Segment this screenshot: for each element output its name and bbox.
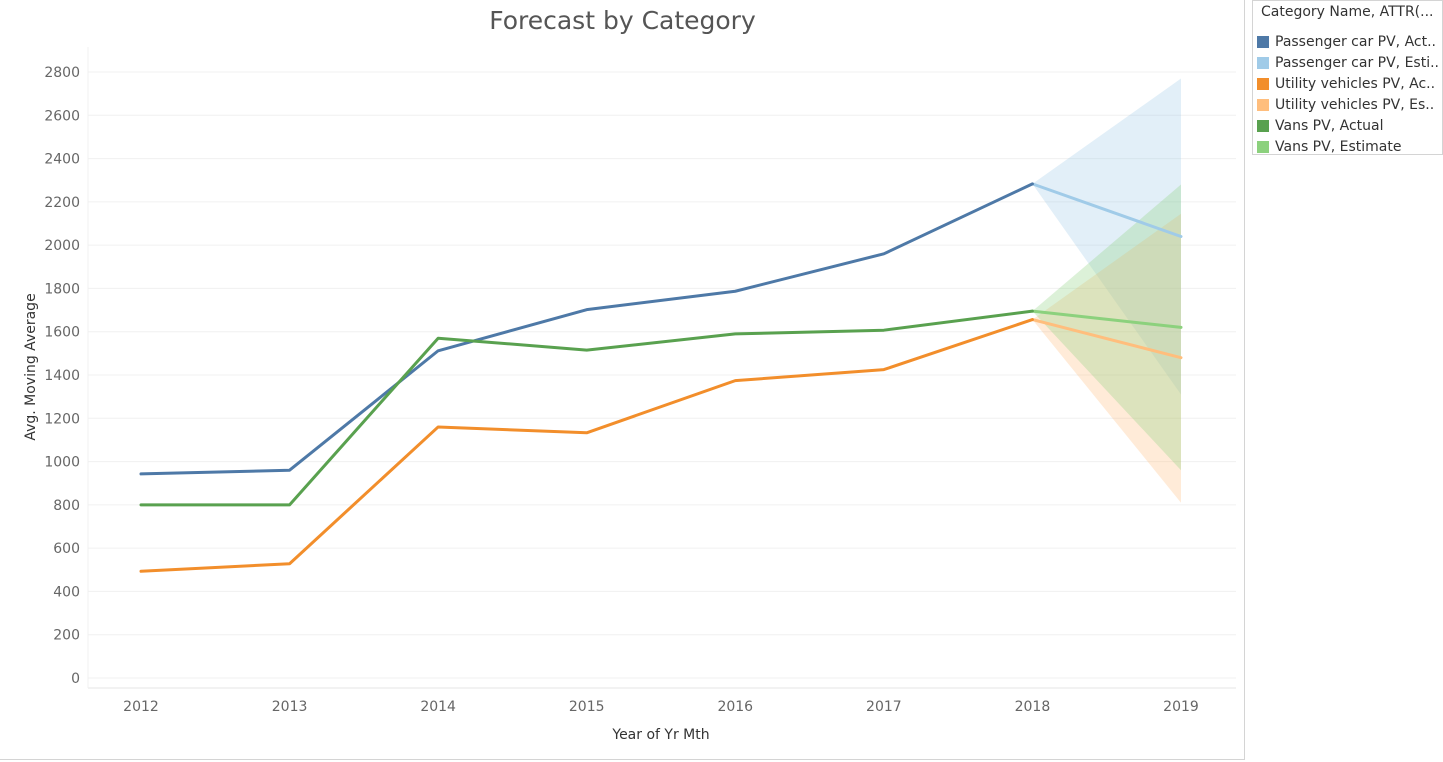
legend-swatch	[1257, 119, 1269, 132]
legend-label: Vans PV, Estimate	[1275, 138, 1402, 155]
series-line	[1030, 318, 1183, 360]
series-line	[1030, 182, 1183, 238]
legend-items: Passenger car PV, Act.. Passenger car PV,…	[1257, 31, 1440, 157]
forecast-band	[1032, 78, 1181, 395]
y-tick-label: 1000	[44, 455, 80, 471]
y-tick-label: 600	[53, 541, 80, 557]
legend-item[interactable]: Vans PV, Actual	[1257, 115, 1440, 136]
x-tick-label: 2016	[717, 699, 753, 715]
legend-title: Category Name, ATTR(...	[1261, 4, 1434, 20]
legend-swatch	[1257, 56, 1269, 69]
x-tick-label: 2017	[866, 699, 902, 715]
y-axis-ticks: 0 200 400 600 800 1000 1200 1400 1600 1800 2000 220…	[44, 65, 80, 687]
y-axis-title: Avg. Moving Average	[23, 293, 39, 440]
legend-label: Passenger car PV, Esti..	[1275, 54, 1439, 71]
y-tick-label: 2400	[44, 152, 80, 168]
line-chart: 0 200 400 600 800 1000 1200 1400 1600 1800 2000 220…	[23, 47, 1236, 743]
legend-item[interactable]: Utility vehicles PV, Es..	[1257, 94, 1440, 115]
forecast-band	[1032, 213, 1181, 503]
legend-label: Passenger car PV, Act..	[1275, 33, 1436, 50]
series-line	[139, 318, 1034, 573]
x-tick-label: 2015	[569, 699, 605, 715]
y-tick-label: 2200	[44, 195, 80, 211]
grid-lines	[87, 47, 1236, 689]
x-axis-title: Year of Yr Mth	[611, 727, 709, 743]
y-tick-label: 1600	[44, 325, 80, 341]
legend-swatch	[1257, 35, 1269, 48]
legend-item[interactable]: Vans PV, Estimate	[1257, 136, 1440, 157]
x-axis-ticks: 2012 2013 2014 2015 2016 2017 2018 2019	[123, 699, 1199, 715]
x-tick-label: 2014	[420, 699, 456, 715]
legend-swatch	[1257, 98, 1269, 111]
legend-item[interactable]: Utility vehicles PV, Ac..	[1257, 73, 1440, 94]
x-tick-label: 2013	[272, 699, 308, 715]
legend-label: Utility vehicles PV, Ac..	[1275, 75, 1436, 92]
legend-item[interactable]: Passenger car PV, Esti..	[1257, 52, 1440, 73]
legend-swatch	[1257, 140, 1269, 153]
y-tick-label: 1200	[44, 411, 80, 427]
series-line	[139, 309, 1034, 507]
series-lines	[139, 182, 1183, 573]
series-line	[1030, 309, 1183, 329]
legend[interactable]: Category Name, ATTR(... Passenger car PV…	[1252, 0, 1443, 155]
y-tick-label: 1400	[44, 368, 80, 384]
legend-swatch	[1257, 77, 1269, 90]
y-tick-label: 200	[53, 628, 80, 644]
legend-label: Vans PV, Actual	[1275, 117, 1384, 134]
legend-item[interactable]: Passenger car PV, Act..	[1257, 31, 1440, 52]
forecast-band	[1032, 184, 1181, 471]
legend-label: Utility vehicles PV, Es..	[1275, 96, 1435, 113]
y-tick-label: 2600	[44, 108, 80, 124]
x-tick-label: 2018	[1015, 699, 1051, 715]
chart-title: Forecast by Category	[489, 6, 756, 35]
y-tick-label: 2800	[44, 65, 80, 81]
series-line	[139, 182, 1034, 476]
y-tick-label: 400	[53, 584, 80, 600]
y-tick-label: 800	[53, 498, 80, 514]
x-tick-label: 2019	[1163, 699, 1199, 715]
x-tick-label: 2012	[123, 699, 159, 715]
viz-pane: Forecast by Category 0 200 400 600 800 1000 12…	[0, 0, 1245, 760]
forecast-bands	[1032, 78, 1181, 503]
y-tick-label: 0	[71, 671, 80, 687]
y-tick-label: 2000	[44, 238, 80, 254]
y-tick-label: 1800	[44, 281, 80, 297]
